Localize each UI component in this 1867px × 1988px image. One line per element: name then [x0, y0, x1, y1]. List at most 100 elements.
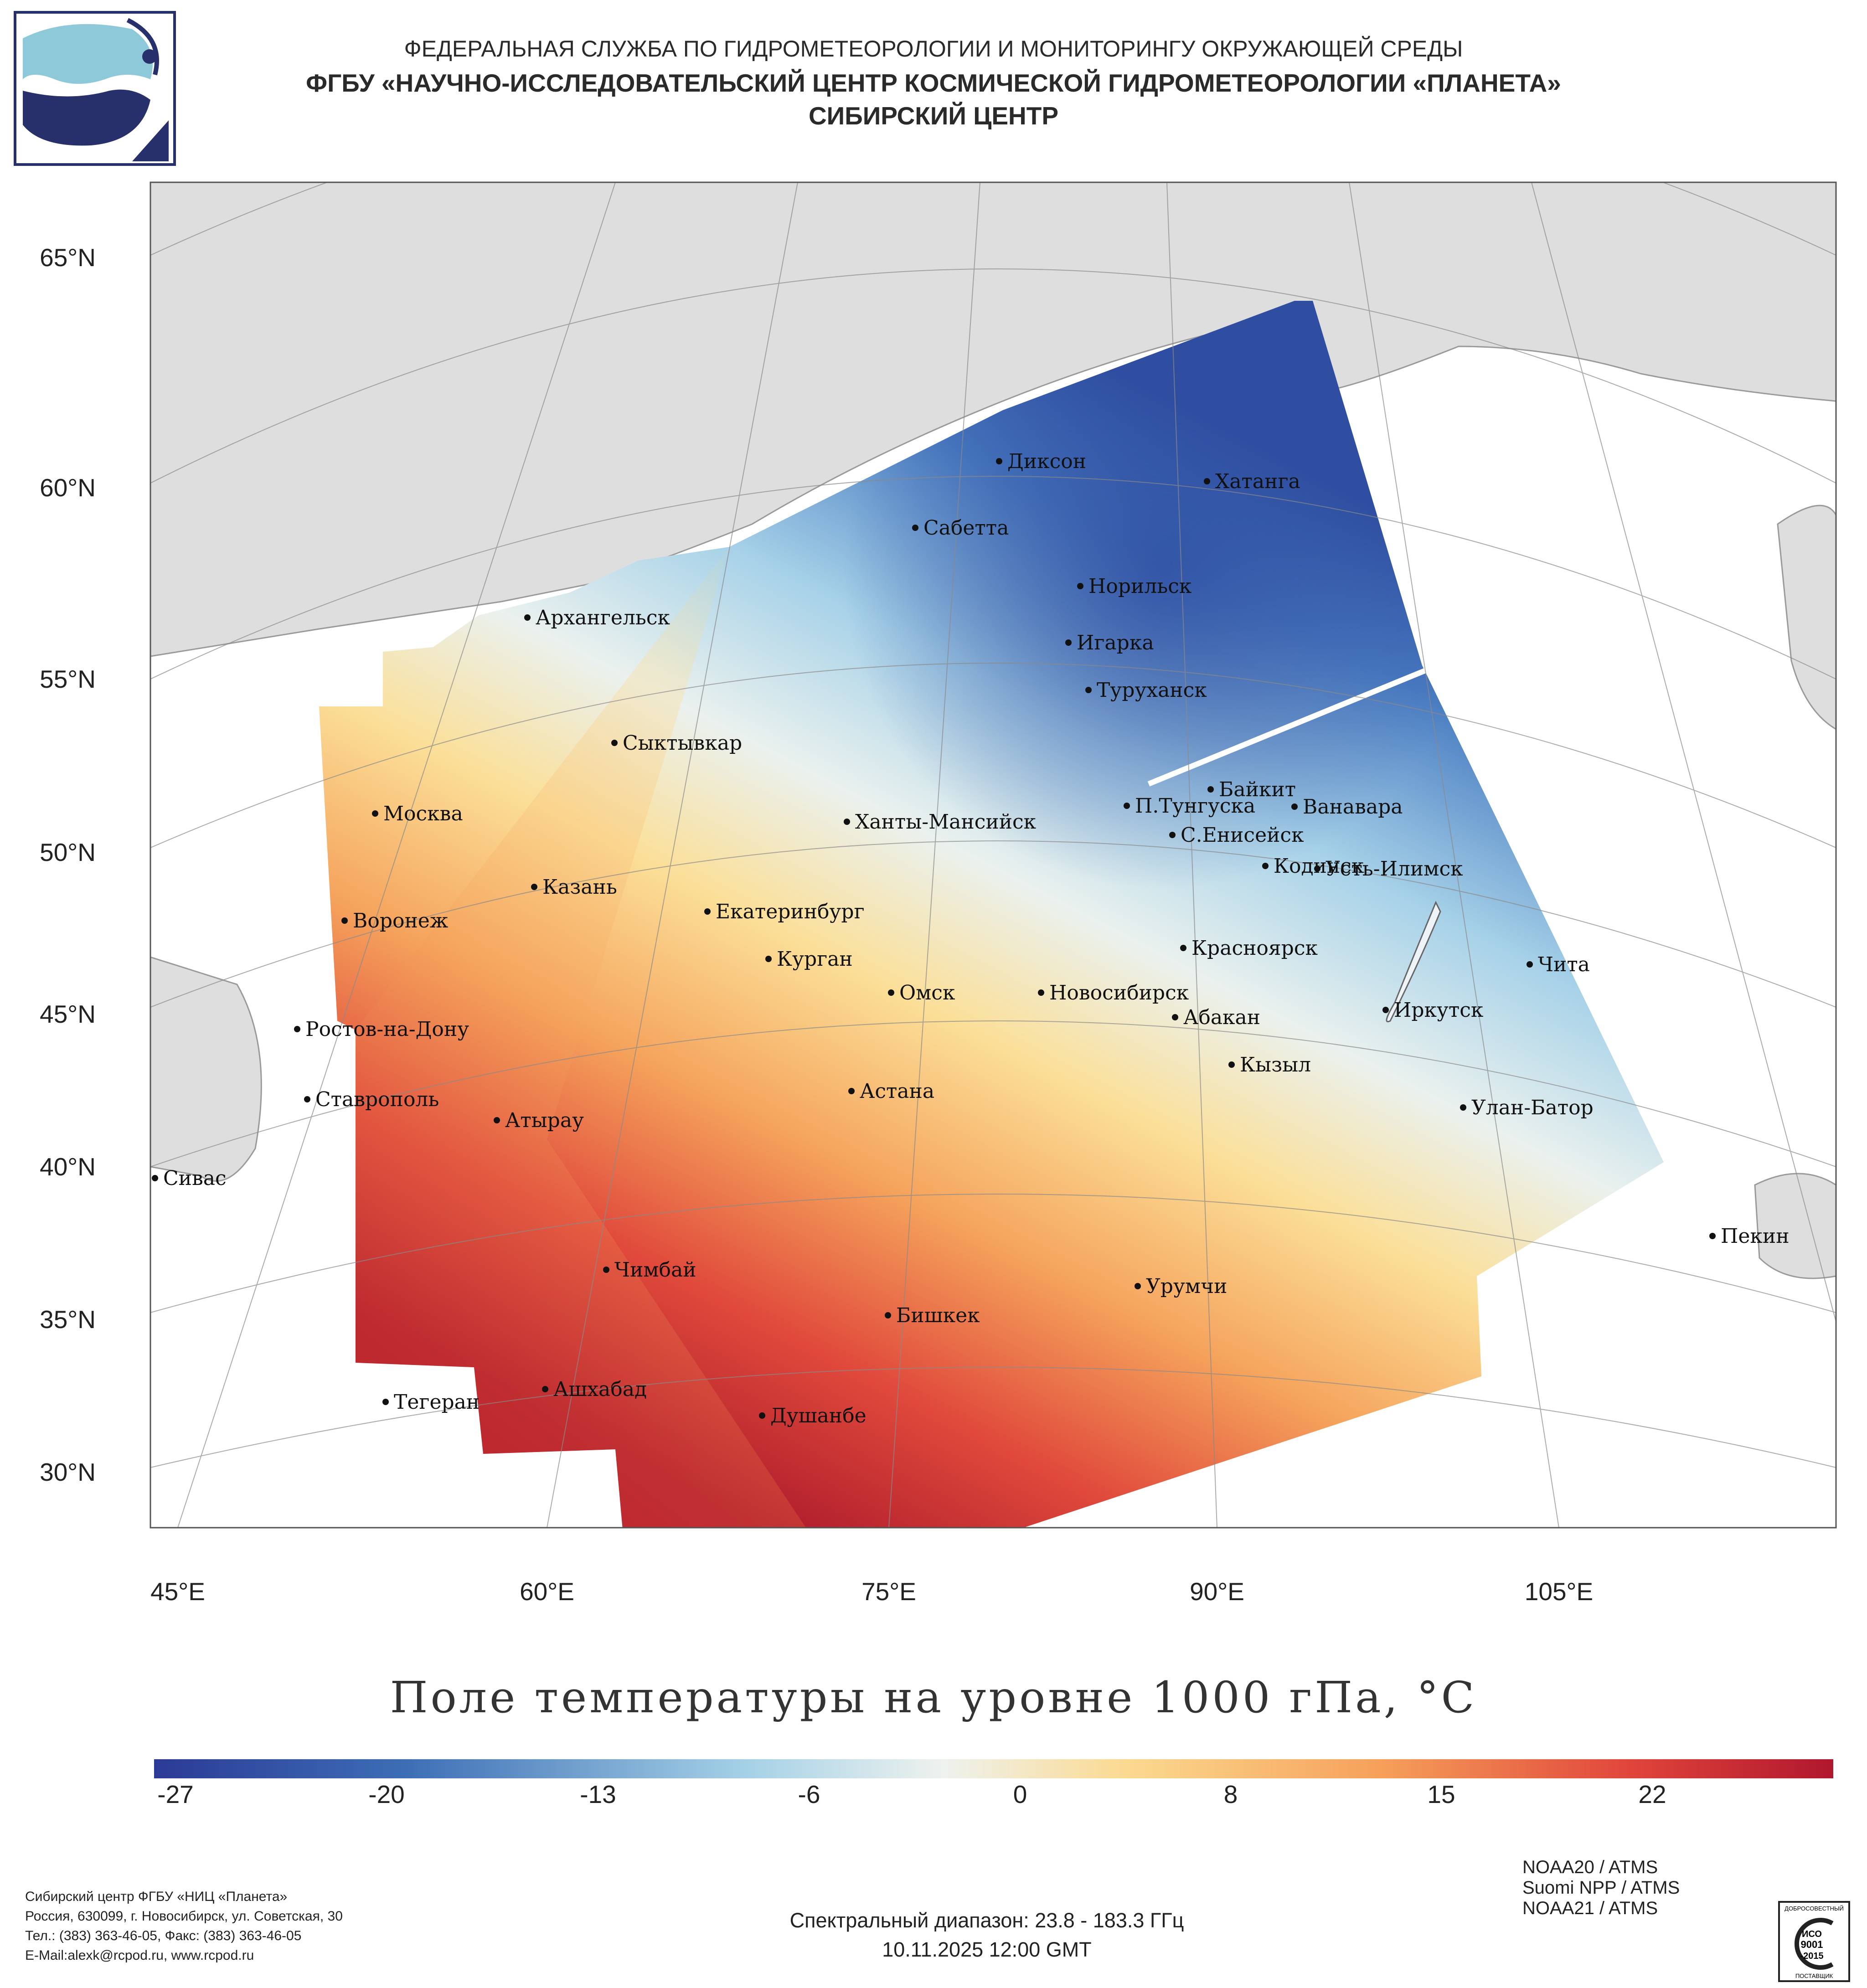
city-dot — [1382, 1007, 1389, 1013]
city-marker: Абакан — [1172, 1006, 1260, 1029]
city-label: Ставрополь — [315, 1088, 439, 1111]
city-dot — [848, 1088, 855, 1094]
city-dot — [1207, 786, 1214, 793]
city-marker: Омск — [888, 981, 955, 1004]
city-label: Ханты-Мансийск — [855, 810, 1036, 834]
longitude-label: 105°E — [1524, 1577, 1594, 1606]
city-marker: Пекин — [1709, 1225, 1790, 1248]
latitude-label: 55°N — [40, 665, 96, 693]
city-marker: Атырау — [494, 1109, 584, 1132]
landmass — [150, 182, 1836, 1279]
city-dot — [888, 989, 894, 996]
colorbar-tick-label: -6 — [798, 1780, 820, 1808]
city-label: Абакан — [1183, 1006, 1260, 1029]
city-marker: Диксон — [996, 450, 1086, 473]
city-dot — [341, 917, 348, 924]
city-label: Ванавара — [1303, 795, 1403, 819]
colorbar-tick-label: 22 — [1638, 1780, 1666, 1808]
city-dot — [1262, 863, 1269, 869]
city-marker: Ванавара — [1291, 795, 1403, 819]
city-dot — [704, 908, 711, 915]
city-label: Курган — [777, 948, 853, 971]
city-dot — [844, 819, 850, 825]
city-marker: Казань — [531, 876, 617, 899]
observation-datetime: 10.11.2025 12:00 GMT — [882, 1938, 1092, 1961]
city-label: Ашхабад — [553, 1378, 647, 1401]
city-dot — [1169, 832, 1176, 838]
svg-text:ДОБРОСОВЕСТНЫЙ: ДОБРОСОВЕСТНЫЙ — [1784, 1905, 1844, 1912]
city-marker: Душанбе — [759, 1404, 866, 1427]
city-marker: Ханты-Мансийск — [844, 810, 1036, 834]
city-dot — [372, 810, 378, 817]
city-label: П.Тунгуска — [1135, 794, 1255, 818]
city-label: Чимбай — [614, 1258, 696, 1282]
city-label: Новосибирск — [1049, 981, 1189, 1004]
header-institute: ФГБУ «НАУЧНО-ИССЛЕДОВАТЕЛЬСКИЙ ЦЕНТР КОС… — [306, 69, 1561, 97]
city-label: Улан-Батор — [1471, 1096, 1594, 1119]
city-marker: Сабетта — [912, 516, 1009, 540]
satellite-item: NOAA20 / ATMS — [1522, 1857, 1658, 1877]
colorbar-tick-label: -13 — [580, 1780, 616, 1808]
city-marker: Сыктывкар — [611, 731, 742, 755]
latitude-label: 30°N — [40, 1458, 96, 1486]
city-label: Игарка — [1077, 631, 1154, 654]
city-dot — [542, 1386, 548, 1392]
colorbar — [154, 1759, 1833, 1778]
city-marker: Ставрополь — [304, 1088, 439, 1111]
city-marker: Ашхабад — [542, 1378, 647, 1401]
longitude-label: 90°E — [1190, 1577, 1244, 1606]
city-marker: Воронеж — [341, 909, 448, 932]
city-dot — [524, 614, 531, 621]
city-label: Хатанга — [1215, 470, 1300, 493]
city-marker: Чимбай — [603, 1258, 696, 1282]
city-marker: Новосибирск — [1038, 981, 1189, 1004]
city-label: Ростов-на-Дону — [305, 1018, 469, 1041]
city-dot — [294, 1026, 300, 1032]
city-dot — [1291, 803, 1298, 810]
lake-baikal — [1386, 901, 1441, 1022]
city-marker: Норильск — [1077, 575, 1191, 598]
city-marker: Курган — [765, 948, 853, 971]
city-markers: Диксон Хатанга Сабетта Норильск Архангельск И… — [152, 450, 1790, 1427]
city-marker: Чита — [1527, 953, 1590, 976]
city-label: Атырау — [505, 1109, 584, 1132]
header-agency: ФЕДЕРАЛЬНАЯ СЛУЖБА ПО ГИДРОМЕТЕОРОЛОГИИ … — [404, 36, 1463, 62]
city-label: Бишкек — [896, 1304, 980, 1327]
graticule — [150, 182, 1836, 1528]
org-address: Россия, 630099, г. Новосибирск, ул. Сове… — [25, 1909, 343, 1924]
city-marker: Игарка — [1065, 631, 1154, 654]
city-dot — [1228, 1061, 1235, 1068]
city-marker: Бишкек — [885, 1304, 980, 1327]
city-label: Красноярск — [1191, 937, 1318, 960]
spectral-range: Спектральный диапазон: 23.8 - 183.3 ГГц — [789, 1909, 1184, 1932]
city-label: Иркутск — [1394, 999, 1483, 1022]
longitude-label: 75°E — [861, 1577, 916, 1606]
city-marker: Сивас — [152, 1167, 227, 1190]
city-dot — [1065, 639, 1072, 646]
svg-text:-2015: -2015 — [1800, 1951, 1823, 1961]
city-dot — [759, 1412, 765, 1419]
temperature-swath — [319, 301, 1664, 1528]
city-dot — [1460, 1104, 1466, 1111]
header-center: СИБИРСКИЙ ЦЕНТР — [808, 102, 1059, 130]
longitude-label: 60°E — [520, 1577, 574, 1606]
city-label: Архангельск — [536, 606, 670, 629]
city-label: Туруханск — [1097, 679, 1207, 702]
city-label: Байкит — [1219, 778, 1296, 801]
city-dot — [1038, 989, 1044, 996]
longitude-label: 45°E — [150, 1577, 205, 1606]
city-marker: Улан-Батор — [1460, 1096, 1594, 1119]
city-marker: Кызыл — [1228, 1053, 1311, 1076]
city-dot — [996, 458, 1002, 464]
city-marker: Астана — [848, 1080, 934, 1103]
product-info: Спектральный диапазон: 23.8 - 183.3 ГГц … — [0, 1906, 1867, 1964]
org-name: Сибирский центр ФГБУ «НИЦ «Планета» — [25, 1889, 288, 1904]
org-contacts: Сибирский центр ФГБУ «НИЦ «Планета» Росс… — [25, 1887, 343, 1965]
city-dot — [1204, 478, 1210, 484]
latitude-label: 65°N — [40, 243, 96, 272]
latitude-label: 50°N — [40, 838, 96, 866]
city-dot — [1172, 1014, 1178, 1020]
temperature-map: Диксон Хатанга Сабетта Норильск Архангельск И… — [150, 181, 1837, 1529]
city-dot — [885, 1312, 891, 1318]
city-dot — [494, 1117, 500, 1123]
